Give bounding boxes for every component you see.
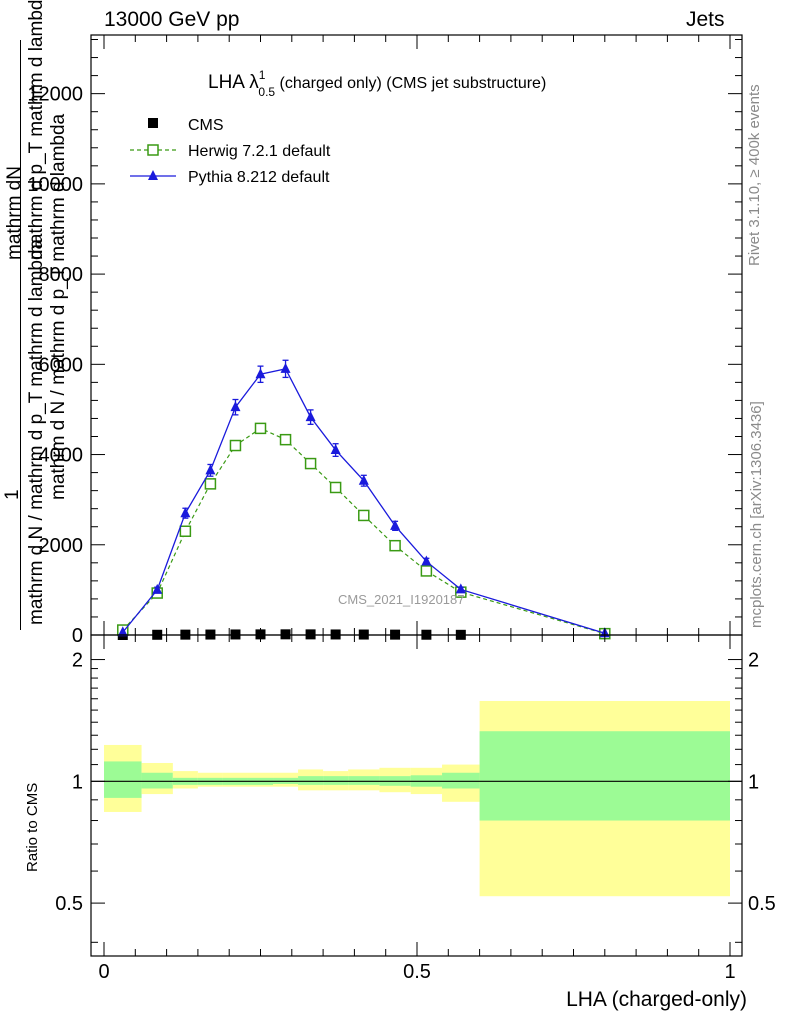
herwig-point-2 — [179, 525, 192, 537]
pythia-point-6 — [280, 362, 291, 373]
herwig-point-5 — [254, 422, 267, 435]
legend-pythia-marker — [148, 170, 158, 180]
ratio-stat-band-9 — [348, 776, 380, 785]
main-ytick-label-1: 2000 — [39, 535, 84, 557]
pythia-point-8 — [330, 444, 341, 455]
ratio-stat-band-1 — [141, 772, 173, 789]
herwig-point-10 — [389, 539, 401, 552]
herwig-point-7 — [304, 457, 317, 470]
axes-group: 0 2000 4000 6000 8000 10000 12000 0 0.5 1 0.5 0.5 1 1… — [27, 34, 776, 983]
herwig-point-8 — [329, 481, 342, 494]
pythia-point-9 — [358, 474, 369, 485]
ratio-stat-band-8 — [323, 776, 349, 785]
main-ytick-label-2: 4000 — [39, 445, 84, 467]
pythia-point-11 — [421, 555, 432, 566]
main-title: LHA λ1 0.5 (charged only) (CMS jet substr… — [208, 68, 546, 99]
pythia-point-2 — [180, 507, 191, 518]
pythia-point-7 — [305, 411, 316, 422]
ratio-xtick-label-1: 0.5 — [403, 961, 431, 983]
ratio-ytick-label-right-2: 2 — [748, 650, 759, 672]
herwig-point-4 — [229, 439, 242, 452]
pythia-point-1 — [152, 583, 163, 594]
ratio-ytick-label-right-1: 1 — [748, 771, 759, 793]
ratio-ytick-label-left-2: 2 — [72, 650, 83, 672]
pythia-point-5 — [255, 368, 266, 379]
legend-pythia-label: Pythia 8.212 default — [188, 169, 330, 186]
herwig-point-6 — [279, 433, 292, 446]
main-ytick-label-5: 10000 — [27, 174, 83, 196]
main-ytick-label-0: 0 — [72, 625, 83, 647]
legend-cms-label: CMS — [188, 117, 224, 134]
cms-point-6 — [280, 629, 291, 640]
herwig-point-11 — [420, 565, 433, 577]
ratio-stat-band-0 — [104, 761, 142, 798]
ratio-stat-band-13 — [479, 731, 730, 821]
pythia-point-0 — [117, 626, 128, 637]
legend: CMS Herwig 7.2.1 default Pythia 8.212 de… — [130, 117, 331, 186]
pythia-point-10 — [390, 519, 401, 530]
legend-herwig-marker — [147, 144, 159, 156]
header-category: Jets — [686, 8, 725, 31]
legend-cms-marker — [148, 118, 158, 128]
ratio-stat-band-12 — [442, 772, 480, 789]
pythia-line — [122, 368, 605, 634]
ratio-stat-band-7 — [298, 776, 324, 785]
analysis-watermark: CMS_2021_I1920187 — [338, 592, 465, 607]
herwig-line — [122, 427, 605, 635]
pythia-point-12 — [455, 583, 466, 594]
herwig-point-3 — [204, 478, 217, 490]
main-ytick-label-3: 6000 — [39, 354, 84, 376]
x-axis-label: LHA (charged-only) — [566, 988, 747, 1011]
legend-herwig-label: Herwig 7.2.1 default — [188, 143, 331, 160]
main-ytick-label-4: 8000 — [39, 264, 84, 286]
header-process: 13000 GeV pp — [104, 8, 240, 31]
main-ylabel-fraction-bar — [20, 40, 21, 630]
ratio-ytick-label-left-1: 1 — [72, 771, 83, 793]
cms-point-7 — [305, 629, 316, 640]
pythia-point-4 — [230, 401, 241, 412]
herwig-point-9 — [358, 509, 370, 522]
ratio-xtick-label-2: 1 — [724, 961, 735, 983]
ratio-ytick-label-left-0: 0.5 — [55, 893, 83, 915]
ratio-bands-group — [91, 700, 742, 897]
pythia-point-3 — [205, 464, 216, 475]
main-ytick-label-6: 12000 — [27, 84, 83, 106]
ratio-xtick-label-0: 0 — [98, 961, 109, 983]
ratio-ytick-label-right-0: 0.5 — [748, 893, 776, 915]
